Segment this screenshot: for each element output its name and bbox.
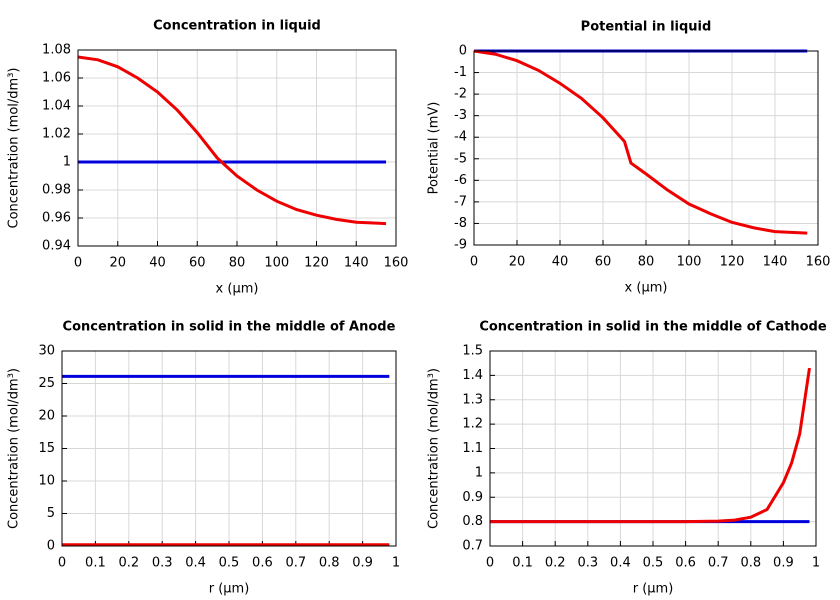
chart-title: Concentration in solid in the middle of …	[63, 320, 396, 335]
x-tick-label: 160	[384, 256, 409, 271]
y-tick-label: 5	[47, 506, 55, 521]
x-tick-label: 160	[806, 255, 831, 270]
plot-frame	[489, 350, 817, 547]
y-tick-label: -8	[454, 216, 467, 231]
data-line	[490, 367, 811, 524]
y-tick-label: 1.08	[42, 43, 71, 58]
x-tick-label: 0.7	[285, 556, 306, 571]
y-tick-label: 0.98	[42, 183, 71, 198]
y-tick-label: 1.04	[42, 99, 71, 114]
chart-title: Concentration in solid in the middle of …	[479, 320, 827, 335]
x-tick-label: 0.6	[675, 556, 696, 571]
x-tick-label: 40	[149, 256, 166, 271]
y-tick-label: -3	[454, 108, 467, 123]
y-tick-label: 1	[63, 155, 71, 170]
y-tick-label: 25	[38, 376, 55, 391]
y-tick-label: -1	[454, 65, 467, 80]
x-tick-label: 0.8	[319, 556, 340, 571]
x-tick-label: 0.8	[740, 556, 761, 571]
y-tick-label: -4	[454, 130, 467, 145]
x-tick-label: 0	[486, 556, 494, 571]
y-tick-label: -9	[454, 238, 467, 253]
y-tick-label: -7	[454, 194, 467, 209]
x-tick-label: 100	[264, 256, 289, 271]
y-tick-label: 0.96	[42, 211, 71, 226]
x-tick-label: 1	[392, 556, 400, 571]
chart-title: Concentration in liquid	[153, 19, 321, 34]
x-tick-label: 0.9	[352, 556, 373, 571]
y-axis-label: Concentration (mol/dm³)	[7, 368, 22, 529]
y-axis-label: Potential (mV)	[427, 102, 442, 195]
x-axis-label: x (µm)	[625, 281, 668, 296]
x-tick-label: 0.1	[512, 556, 533, 571]
y-tick-label: 1.1	[462, 441, 483, 456]
x-tick-label: 140	[344, 256, 369, 271]
y-tick-label: 0	[47, 539, 55, 554]
x-tick-label: 0.7	[708, 556, 729, 571]
data-line	[77, 55, 387, 226]
y-tick-label: -6	[454, 173, 467, 188]
y-tick-label: 0.7	[462, 539, 483, 554]
subplot: 0 20 40 60 80 100 120 140 160 0.94 0.96 0.98 1 1.02 1.…	[7, 19, 409, 297]
data-line	[473, 49, 808, 235]
x-tick-label: 80	[229, 256, 246, 271]
chart-title: Potential in liquid	[581, 20, 712, 35]
x-tick-label: 140	[763, 255, 788, 270]
y-tick-label: -2	[454, 87, 467, 102]
x-tick-label: 0	[74, 256, 82, 271]
x-tick-label: 100	[677, 255, 702, 270]
x-tick-label: 0	[470, 255, 478, 270]
subplot: 0 20 40 60 80 100 120 140 160 -9 -8 -7 -6 -5 -4 -3 -2 -1 0…	[427, 20, 831, 296]
y-tick-label: 0.8	[462, 514, 483, 529]
x-tick-label: 0.4	[610, 556, 631, 571]
x-tick-label: 1	[812, 556, 820, 571]
y-tick-label: 10	[38, 474, 55, 489]
x-axis-label: r (µm)	[633, 582, 674, 597]
y-tick-label: 0.94	[42, 239, 71, 254]
y-tick-label: 20	[38, 409, 55, 424]
plot-frame	[61, 350, 397, 547]
x-tick-label: 0.2	[118, 556, 139, 571]
y-tick-label: 15	[38, 441, 55, 456]
subplot: 0 0.1 0.2 0.3 0.4 0.5 0.6 0.7 0.8 0.9 1 0.7 0.8 0.9 1 1…	[427, 320, 827, 597]
x-tick-label: 60	[189, 256, 206, 271]
x-tick-label: 0	[58, 556, 66, 571]
x-tick-label: 0.6	[252, 556, 273, 571]
y-tick-label: 0	[459, 44, 467, 59]
y-tick-label: -5	[454, 151, 467, 166]
plot-frame	[77, 49, 397, 247]
x-tick-label: 80	[638, 255, 655, 270]
x-tick-label: 0.4	[185, 556, 206, 571]
x-tick-label: 60	[595, 255, 612, 270]
y-tick-label: 1.5	[462, 344, 483, 359]
plot-frame	[473, 50, 819, 246]
y-tick-label: 1.3	[462, 392, 483, 407]
y-tick-label: 30	[38, 344, 55, 359]
y-tick-label: 1.2	[462, 417, 483, 432]
x-tick-label: 0.5	[643, 556, 664, 571]
x-axis-label: r (µm)	[209, 582, 250, 597]
y-axis-label: Concentration (mol/dm³)	[427, 368, 442, 529]
y-axis-label: Concentration (mol/dm³)	[7, 68, 22, 229]
y-tick-label: 1.02	[42, 127, 71, 142]
x-tick-label: 0.3	[577, 556, 598, 571]
x-tick-label: 40	[552, 255, 569, 270]
x-tick-label: 0.9	[773, 556, 794, 571]
x-tick-label: 0.5	[219, 556, 240, 571]
x-tick-label: 0.1	[85, 556, 106, 571]
x-tick-label: 0.3	[152, 556, 173, 571]
x-tick-label: 120	[720, 255, 745, 270]
x-axis-label: x (µm)	[216, 282, 259, 297]
y-tick-label: 0.9	[462, 490, 483, 505]
x-tick-label: 20	[509, 255, 526, 270]
x-tick-label: 0.2	[545, 556, 566, 571]
x-tick-label: 120	[304, 256, 329, 271]
x-tick-label: 20	[109, 256, 126, 271]
y-tick-label: 1	[475, 465, 483, 480]
y-tick-label: 1.4	[462, 368, 483, 383]
y-tick-label: 1.06	[42, 71, 71, 86]
subplot: 0 0.1 0.2 0.3 0.4 0.5 0.6 0.7 0.8 0.9 105101520253…	[7, 320, 401, 597]
